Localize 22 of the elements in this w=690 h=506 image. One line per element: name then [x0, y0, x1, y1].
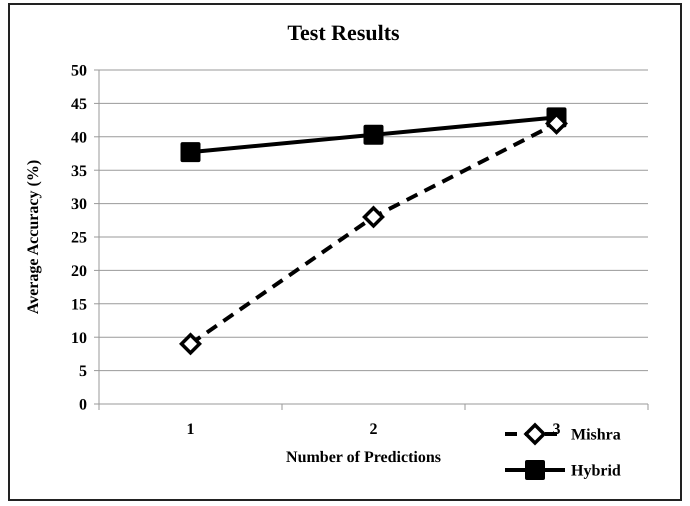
y-tick-label: 15 — [71, 296, 87, 314]
y-tick-label: 0 — [79, 396, 87, 414]
y-tick-label: 10 — [71, 330, 87, 347]
y-tick-label: 40 — [71, 129, 87, 146]
x-tick-label: 1 — [186, 421, 194, 438]
point — [362, 206, 384, 228]
point — [180, 142, 200, 162]
chart-title: Test Results — [287, 20, 400, 45]
y-tick-label: 35 — [71, 162, 87, 180]
y-axis-title: Average Accuracy (%) — [25, 160, 42, 314]
y-tick-label: 50 — [71, 62, 87, 80]
y-tick-label: 45 — [71, 96, 87, 113]
point — [180, 333, 202, 355]
legend-label: Mishra — [571, 426, 621, 444]
point — [364, 124, 384, 145]
y-tick-label: 20 — [71, 263, 87, 280]
y-tick-label: 30 — [71, 196, 87, 214]
y-tick-label: 25 — [71, 230, 87, 247]
x-tick-label: 2 — [370, 421, 378, 438]
legend-label: Hybrid — [571, 462, 621, 480]
x-axis-title: Number of Predictions — [286, 449, 441, 466]
y-tick-label: 5 — [79, 363, 87, 380]
